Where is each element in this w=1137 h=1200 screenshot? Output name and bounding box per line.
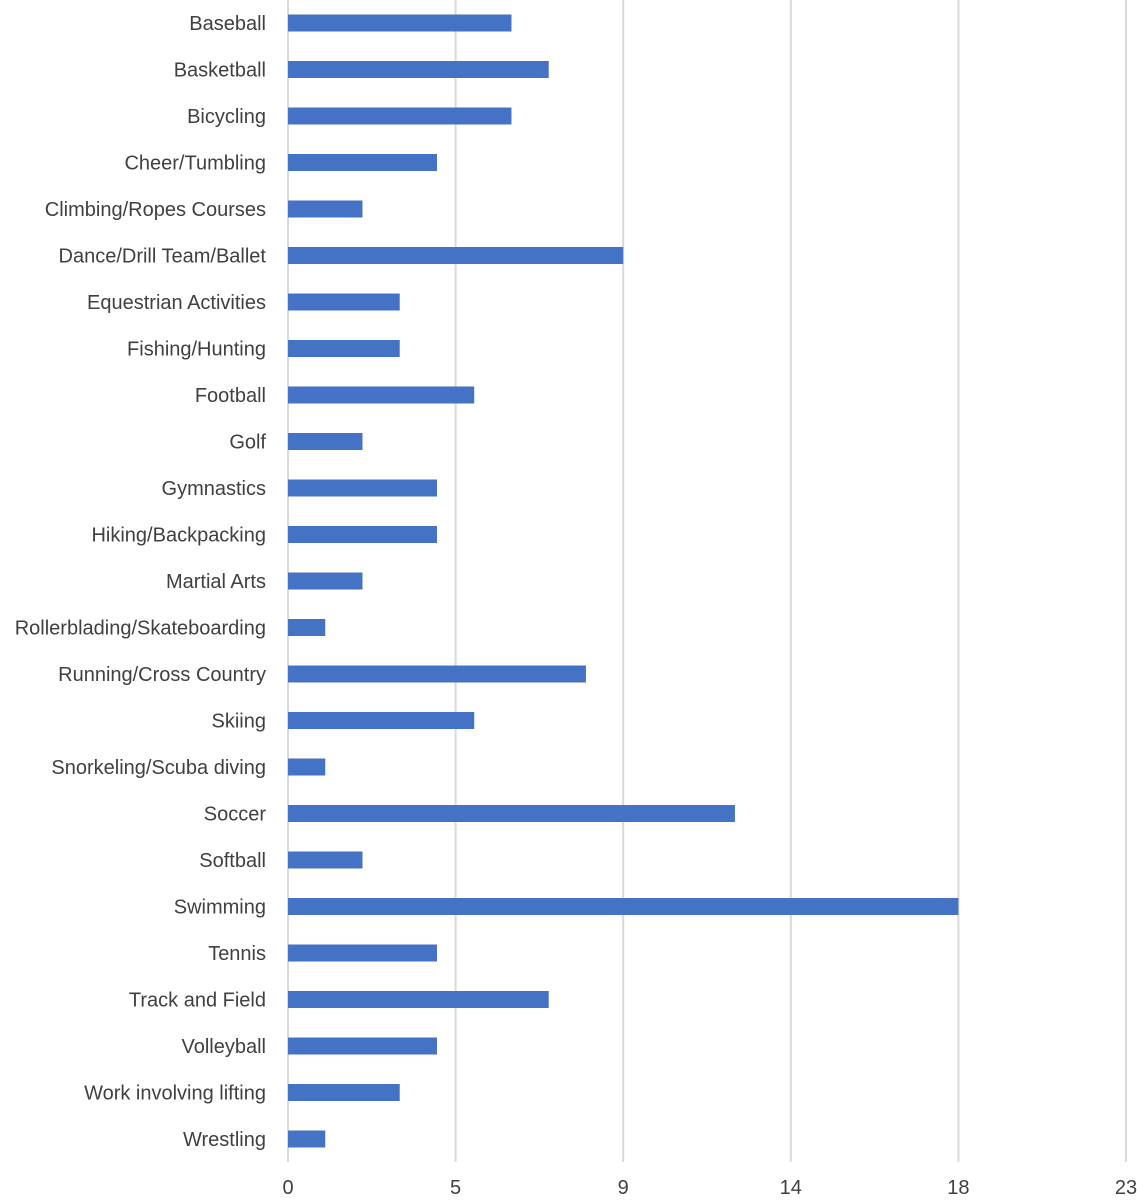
category-label: Soccer	[204, 804, 267, 826]
bar	[288, 479, 437, 497]
bars	[288, 14, 959, 1148]
category-label: Cheer/Tumbling	[124, 153, 266, 175]
bar	[288, 1130, 326, 1148]
category-label: Martial Arts	[166, 571, 266, 593]
bar	[288, 619, 326, 636]
bar	[288, 340, 400, 357]
bar	[288, 107, 512, 125]
category-label: Wrestling	[183, 1129, 266, 1151]
grid-lines	[287, 0, 1127, 1162]
bar	[288, 665, 586, 683]
x-tick-label: 23	[1115, 1177, 1137, 1199]
x-tick-label: 5	[450, 1177, 461, 1199]
bar	[288, 1084, 400, 1101]
bar	[288, 1037, 437, 1055]
bar	[288, 805, 735, 822]
category-label: Rollerblading/Skateboarding	[15, 618, 266, 640]
bar	[288, 14, 512, 32]
category-label: Golf	[229, 432, 266, 454]
category-label: Track and Field	[129, 990, 266, 1012]
bar	[288, 758, 326, 776]
x-tick-label: 14	[780, 1177, 802, 1199]
x-tick-label: 0	[282, 1177, 293, 1199]
x-axis-tick-labels: 0 5 9 14 18 23	[282, 1177, 1137, 1199]
bar	[288, 526, 437, 543]
category-label: Climbing/Ropes Courses	[45, 199, 266, 221]
x-tick-label: 18	[947, 1177, 969, 1199]
bar	[288, 851, 363, 869]
category-label: Baseball	[189, 13, 266, 35]
bar	[288, 61, 549, 78]
x-tick-label: 9	[618, 1177, 629, 1199]
category-label: Skiing	[212, 711, 266, 733]
category-label: Bicycling	[187, 106, 266, 128]
category-label: Running/Cross Country	[58, 664, 266, 686]
category-label: Swimming	[174, 897, 266, 919]
bar	[288, 944, 437, 962]
category-label: Volleyball	[181, 1036, 266, 1058]
category-labels: Baseball Basketball Bicycling Cheer/Tumblin…	[15, 13, 267, 1151]
bar	[288, 293, 400, 311]
category-label: Work involving lifting	[84, 1083, 266, 1105]
category-label: Softball	[199, 850, 266, 872]
category-label: Dance/Drill Team/Ballet	[59, 246, 267, 268]
category-label: Equestrian Activities	[87, 292, 266, 314]
category-label: Football	[195, 385, 266, 407]
bar	[288, 386, 475, 404]
category-label: Hiking/Backpacking	[91, 525, 266, 547]
bar	[288, 433, 363, 450]
bar	[288, 572, 363, 590]
category-label: Gymnastics	[162, 478, 266, 500]
bar	[288, 154, 437, 171]
bar	[288, 991, 549, 1008]
bar	[288, 898, 959, 915]
category-label: Tennis	[208, 943, 266, 965]
bar	[288, 712, 475, 729]
bar	[288, 200, 363, 218]
bar	[288, 247, 624, 264]
category-label: Fishing/Hunting	[127, 339, 266, 361]
category-label: Basketball	[174, 60, 266, 82]
category-label: Snorkeling/Scuba diving	[51, 757, 266, 779]
